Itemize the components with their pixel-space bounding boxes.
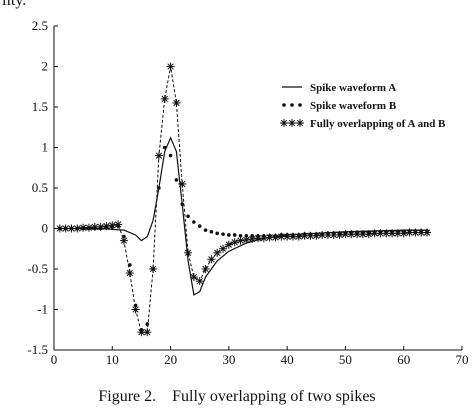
star-marker bbox=[288, 119, 296, 127]
x-tick-label: 60 bbox=[397, 352, 410, 367]
star-marker bbox=[178, 179, 187, 188]
dot-marker bbox=[238, 233, 243, 238]
dot-marker bbox=[221, 232, 225, 236]
x-tick-label: 0 bbox=[51, 352, 58, 367]
star-marker bbox=[184, 248, 193, 257]
star-marker bbox=[388, 229, 397, 238]
y-tick-label: -0.5 bbox=[27, 261, 48, 276]
star-marker bbox=[207, 255, 216, 264]
dot-marker bbox=[215, 231, 219, 236]
dot-marker bbox=[282, 103, 286, 107]
star-marker bbox=[306, 231, 315, 240]
top-text-fragment: lity. bbox=[2, 0, 27, 9]
dot-marker bbox=[186, 214, 190, 219]
star-marker bbox=[149, 265, 158, 273]
y-tick-label: 1.5 bbox=[32, 99, 48, 114]
star-marker bbox=[230, 238, 239, 247]
series-2 bbox=[58, 145, 429, 332]
y-tick-label: 0.5 bbox=[32, 180, 48, 195]
dot-marker bbox=[290, 103, 294, 107]
dot-marker bbox=[298, 103, 302, 107]
axes-layer: 0 10 20 30 40 50 60 70 -1.5 -1 -0.5 0 0.5 1 1.5 2 2.5 bbox=[27, 18, 468, 367]
star-marker bbox=[296, 119, 304, 127]
star-marker bbox=[376, 229, 385, 238]
star-marker bbox=[73, 224, 82, 233]
star-marker bbox=[154, 151, 163, 160]
star-marker bbox=[96, 222, 105, 231]
star-marker bbox=[335, 230, 344, 239]
x-tick-label: 50 bbox=[339, 352, 352, 367]
star-marker bbox=[248, 235, 257, 244]
star-marker bbox=[280, 119, 288, 127]
star-marker bbox=[399, 229, 408, 238]
star-marker bbox=[131, 305, 140, 314]
star-marker bbox=[166, 62, 175, 71]
dot-marker bbox=[227, 233, 231, 237]
dot-marker bbox=[174, 178, 179, 182]
star-marker bbox=[119, 236, 128, 245]
y-tick-label: 0 bbox=[42, 221, 49, 236]
star-marker bbox=[172, 98, 181, 107]
star-marker bbox=[189, 273, 198, 282]
y-tick-label: -1 bbox=[37, 302, 48, 317]
x-tick-label: 10 bbox=[106, 352, 119, 367]
dot-marker bbox=[145, 322, 150, 326]
legend-label: Spike waveform A bbox=[310, 82, 396, 94]
legend-item-3: Fully overlapping of A and B bbox=[280, 118, 446, 130]
series-3 bbox=[55, 62, 432, 337]
star-marker bbox=[201, 265, 210, 273]
star-marker bbox=[143, 328, 152, 337]
x-tick-label: 40 bbox=[281, 352, 294, 367]
dot-marker bbox=[209, 229, 214, 234]
star-marker bbox=[294, 232, 303, 241]
legend-item-1: Spike waveform A bbox=[282, 82, 396, 94]
star-marker bbox=[219, 244, 228, 253]
star-marker bbox=[224, 240, 233, 249]
series-1 bbox=[59, 136, 427, 296]
star-marker bbox=[300, 231, 309, 240]
series-line bbox=[59, 136, 427, 296]
star-marker bbox=[108, 221, 117, 230]
star-marker bbox=[236, 236, 245, 245]
star-marker bbox=[84, 223, 93, 232]
dot-marker bbox=[203, 228, 208, 232]
dot-marker bbox=[244, 233, 249, 238]
dot-marker bbox=[157, 186, 161, 190]
star-marker bbox=[271, 233, 280, 242]
star-marker bbox=[102, 222, 111, 231]
star-marker bbox=[423, 228, 432, 237]
series-layer bbox=[55, 62, 432, 337]
dot-marker bbox=[232, 233, 237, 237]
star-marker bbox=[312, 231, 321, 240]
legend: Spike waveform A Spike waveform B Fully ov… bbox=[280, 82, 446, 130]
y-tick-label: 2 bbox=[42, 59, 49, 74]
star-marker bbox=[364, 230, 373, 239]
star-marker bbox=[259, 234, 268, 243]
legend-label: Fully overlapping of A and B bbox=[310, 118, 446, 130]
star-marker bbox=[370, 229, 379, 238]
star-marker bbox=[114, 220, 123, 229]
dot-marker bbox=[180, 202, 185, 206]
star-marker bbox=[242, 235, 251, 244]
star-marker bbox=[213, 248, 222, 257]
x-tick-label: 20 bbox=[164, 352, 177, 367]
star-marker bbox=[160, 94, 169, 103]
y-tick-label: 1 bbox=[42, 140, 49, 155]
star-marker bbox=[195, 277, 204, 286]
dot-marker bbox=[197, 224, 202, 228]
dot-marker bbox=[192, 220, 196, 224]
legend-label: Spike waveform B bbox=[310, 100, 397, 112]
x-tick-label: 70 bbox=[456, 352, 469, 367]
dot-marker bbox=[162, 145, 167, 150]
figure-caption: Figure 2. Fully overlapping of two spike… bbox=[98, 388, 376, 405]
y-tick-label: 2.5 bbox=[32, 18, 48, 33]
x-tick-label: 30 bbox=[222, 352, 235, 367]
legend-item-2: Spike waveform B bbox=[282, 100, 397, 112]
star-marker bbox=[125, 269, 134, 278]
dot-marker bbox=[168, 153, 173, 158]
y-tick-label: -1.5 bbox=[27, 342, 48, 357]
